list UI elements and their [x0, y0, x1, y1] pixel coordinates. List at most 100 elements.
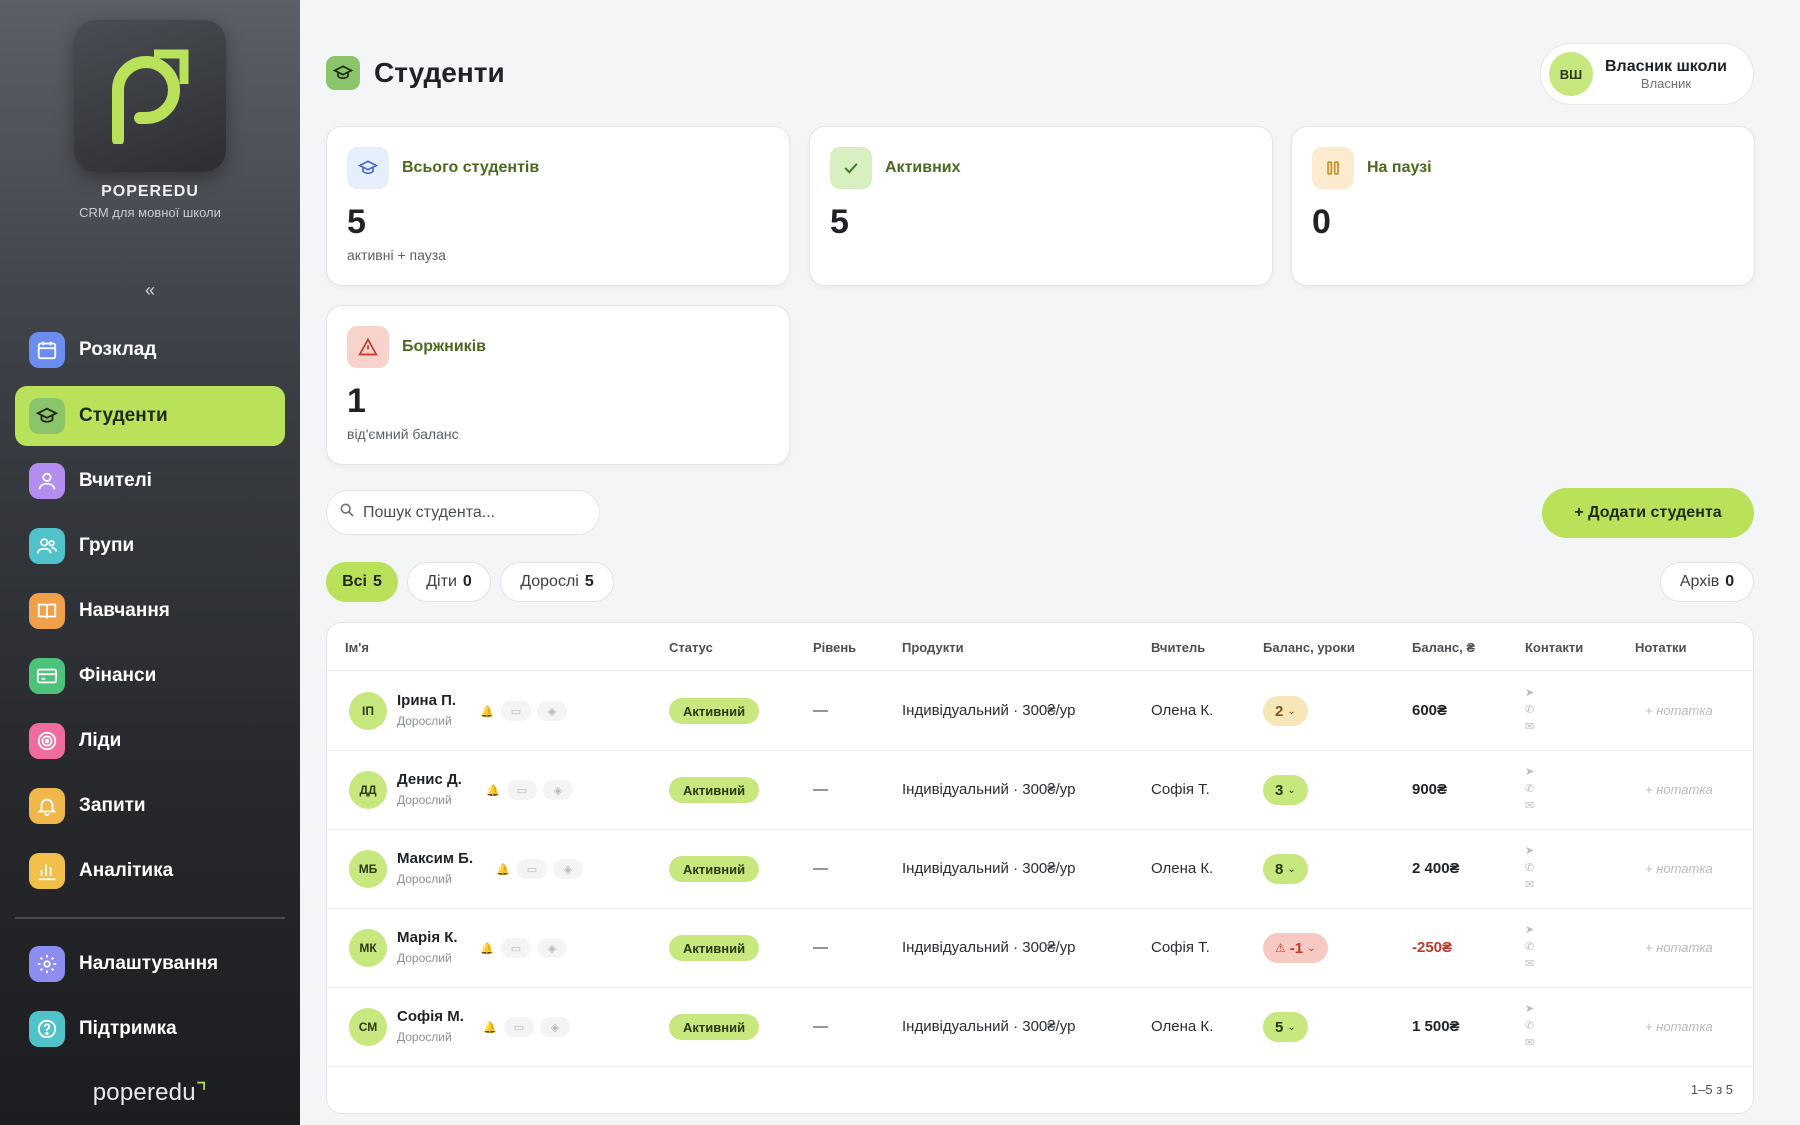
- table-row[interactable]: СМ Софія М. Дорослий 🔔 ▭ ◈ Активний — Інди…: [327, 988, 1753, 1067]
- phone-icon[interactable]: ✆: [1525, 783, 1535, 795]
- mail-icon[interactable]: ✉: [1525, 958, 1535, 970]
- telegram-icon[interactable]: ➤: [1525, 687, 1535, 699]
- add-note-link[interactable]: + нотатка: [1645, 1019, 1713, 1034]
- book-icon[interactable]: ▭: [501, 938, 531, 958]
- phone-icon[interactable]: ✆: [1525, 862, 1535, 874]
- column-header-teacher[interactable]: Вчитель: [1151, 640, 1206, 655]
- sidebar-item-analytics[interactable]: Аналітика: [15, 841, 285, 901]
- add-note-link[interactable]: + нотатка: [1645, 861, 1713, 876]
- archive-label: Архів: [1679, 573, 1720, 590]
- add-note-link[interactable]: + нотатка: [1645, 703, 1713, 718]
- teacher-value: Олена К.: [1151, 1018, 1214, 1035]
- search-input[interactable]: [363, 503, 583, 522]
- bell-icon[interactable]: 🔔: [486, 784, 500, 797]
- telegram-icon[interactable]: ➤: [1525, 845, 1535, 857]
- bell-icon[interactable]: 🔔: [480, 705, 494, 718]
- sidebar-item-settings[interactable]: Налаштування: [15, 934, 285, 994]
- archive-button[interactable]: Архів 0: [1660, 562, 1754, 602]
- table-row[interactable]: ІП Ірина П. Дорослий 🔔 ▭ ◈ Активний — Інди…: [327, 672, 1753, 751]
- bell-icon[interactable]: 🔔: [483, 1021, 497, 1034]
- column-header-status[interactable]: Статус: [669, 640, 713, 655]
- phone-icon[interactable]: ✆: [1525, 704, 1535, 716]
- mail-icon[interactable]: ✉: [1525, 800, 1535, 812]
- page-title: Студенти: [374, 57, 505, 88]
- phone-icon[interactable]: ✆: [1525, 1020, 1535, 1032]
- filter-adults[interactable]: Дорослі 5: [500, 562, 614, 602]
- lessons-balance-dropdown[interactable]: 2 ⌄: [1263, 696, 1308, 726]
- table-row[interactable]: ДД Денис Д. Дорослий 🔔 ▭ ◈ Активний — Інди…: [327, 751, 1753, 830]
- sidebar-item-support[interactable]: Підтримка: [15, 999, 285, 1059]
- tag-icon[interactable]: ◈: [537, 938, 567, 958]
- table-row[interactable]: МБ Максим Б. Дорослий 🔔 ▭ ◈ Активний — Інд…: [327, 830, 1753, 909]
- book-icon[interactable]: ▭: [517, 859, 547, 879]
- product-value: Індивідуальний · 300₴/ур: [902, 702, 1076, 719]
- table-row[interactable]: МК Марія К. Дорослий 🔔 ▭ ◈ Активний — Інди…: [327, 909, 1753, 988]
- student-name[interactable]: Марія К.: [397, 929, 458, 946]
- user-menu[interactable]: ВШ Власник школи Власник: [1540, 43, 1754, 105]
- sidebar-item-learning[interactable]: Навчання: [15, 581, 285, 641]
- graduation-cap-icon: [326, 56, 360, 90]
- mail-icon[interactable]: ✉: [1525, 1037, 1535, 1049]
- sidebar-item-label: Запити: [79, 795, 146, 816]
- sidebar-item-groups[interactable]: Групи: [15, 516, 285, 576]
- telegram-icon[interactable]: ➤: [1525, 1003, 1535, 1015]
- phone-icon[interactable]: ✆: [1525, 941, 1535, 953]
- book-icon[interactable]: ▭: [507, 780, 537, 800]
- level-value: —: [813, 1018, 828, 1035]
- column-header-level[interactable]: Рівень: [813, 640, 857, 655]
- sidebar: POPEREDU CRM для мовної школи « Розклад …: [0, 0, 300, 1125]
- lessons-balance-value: 2: [1275, 702, 1284, 720]
- add-note-link[interactable]: + нотатка: [1645, 940, 1713, 955]
- sidebar-item-finance[interactable]: Фінанси: [15, 646, 285, 706]
- avatar: МБ: [349, 850, 387, 888]
- student-name[interactable]: Максим Б.: [397, 850, 474, 867]
- column-header-notes[interactable]: Нотатки: [1635, 640, 1687, 655]
- column-header-contacts[interactable]: Контакти: [1525, 640, 1584, 655]
- archive-count: 0: [1725, 573, 1735, 590]
- sidebar-item-teachers[interactable]: Вчителі: [15, 451, 285, 511]
- brand-name: POPEREDU: [101, 183, 199, 200]
- filter-all[interactable]: Всі 5: [326, 562, 398, 602]
- brand-subtitle: CRM для мовної школи: [79, 205, 221, 220]
- bell-icon[interactable]: 🔔: [496, 863, 510, 876]
- student-name[interactable]: Ірина П.: [397, 692, 457, 709]
- stat-title: На паузі: [1367, 159, 1432, 176]
- lessons-balance-value: 3: [1275, 781, 1284, 799]
- search-box: [326, 490, 600, 535]
- tag-icon[interactable]: ◈: [540, 1017, 570, 1037]
- student-name[interactable]: Софія М.: [397, 1008, 464, 1025]
- tag-icon[interactable]: ◈: [553, 859, 583, 879]
- sidebar-item-requests[interactable]: Запити: [15, 776, 285, 836]
- lessons-balance-dropdown[interactable]: 5 ⌄: [1263, 1012, 1308, 1042]
- sidebar-item-label: Налаштування: [79, 953, 219, 974]
- mail-icon[interactable]: ✉: [1525, 879, 1535, 891]
- sidebar-item-students[interactable]: Студенти: [15, 386, 285, 446]
- tag-icon[interactable]: ◈: [543, 780, 573, 800]
- column-header-lessons-balance[interactable]: Баланс, уроки: [1263, 640, 1355, 655]
- lessons-balance-dropdown[interactable]: ⚠ -1 ⌄: [1263, 933, 1328, 963]
- telegram-icon[interactable]: ➤: [1525, 766, 1535, 778]
- add-student-button[interactable]: + Додати студента: [1542, 488, 1754, 538]
- book-icon[interactable]: ▭: [504, 1017, 534, 1037]
- filter-children[interactable]: Діти 0: [407, 562, 491, 602]
- lessons-balance-dropdown[interactable]: 3 ⌄: [1263, 775, 1308, 805]
- lessons-balance-dropdown[interactable]: 8 ⌄: [1263, 854, 1308, 884]
- mail-icon[interactable]: ✉: [1525, 721, 1535, 733]
- collapse-sidebar-button[interactable]: «: [144, 280, 155, 300]
- chevron-down-icon: ⌄: [1287, 784, 1296, 796]
- bell-icon[interactable]: 🔔: [480, 942, 494, 955]
- column-header-money-balance[interactable]: Баланс, ₴: [1412, 640, 1476, 655]
- student-name[interactable]: Денис Д.: [397, 771, 462, 788]
- sidebar-item-schedule[interactable]: Розклад: [15, 320, 285, 380]
- sidebar-item-leads[interactable]: Ліди: [15, 711, 285, 771]
- status-badge: Активний: [669, 698, 760, 724]
- tag-icon[interactable]: ◈: [537, 701, 567, 721]
- level-value: —: [813, 781, 828, 798]
- telegram-icon[interactable]: ➤: [1525, 924, 1535, 936]
- add-note-link[interactable]: + нотатка: [1645, 782, 1713, 797]
- book-icon[interactable]: ▭: [501, 701, 531, 721]
- column-header-name[interactable]: Ім'я: [345, 640, 369, 655]
- column-header-products[interactable]: Продукти: [902, 640, 964, 655]
- avatar: ВШ: [1549, 52, 1593, 96]
- row-quick-icons: 🔔 ▭ ◈: [479, 701, 567, 721]
